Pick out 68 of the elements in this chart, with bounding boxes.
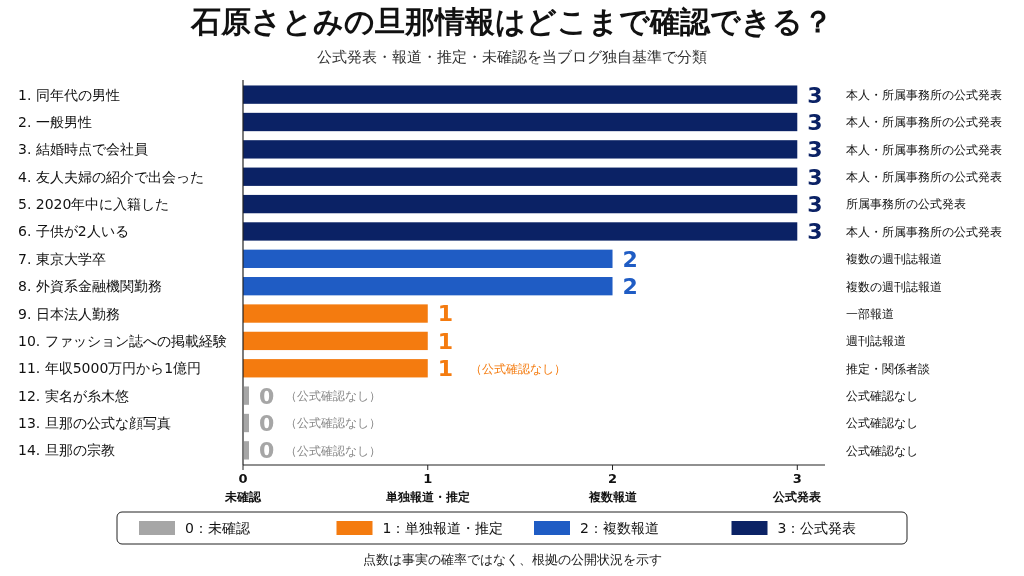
x-tick-label: 2 複数報道 — [587, 471, 638, 504]
y-tick-label: 8. 外資系金融機関勤務 — [18, 278, 162, 295]
data-label: 1 — [437, 356, 454, 382]
bar — [243, 222, 798, 241]
y-tick-label: 6. 子供が2人いる — [18, 223, 129, 240]
text: 所属事務所の公式発表 — [846, 197, 966, 212]
data-label: 1 — [437, 301, 454, 327]
text: 週刊誌報道 — [846, 334, 906, 349]
chart-subtitle: 公式発表・報道・推定・未確認を当ブログ独自基準で分類 — [317, 48, 707, 66]
bar — [243, 277, 613, 296]
bar — [243, 194, 798, 214]
data-label: 3 — [807, 137, 823, 163]
annotation: （公式確認なし） — [285, 416, 381, 431]
data-label: 3 — [807, 219, 823, 245]
annotation: （公式確認なし） — [469, 361, 566, 376]
y-tick-label: 12. 実名が糸木悠 — [18, 387, 129, 404]
data-label: 3 — [807, 109, 823, 135]
bar — [243, 167, 798, 186]
data-label: 1 — [437, 328, 454, 354]
x-tick-label: 1 単独報道・推定 — [384, 471, 470, 504]
annotation: （公式確認なし） — [285, 388, 381, 403]
y-tick-label: 4. 友人夫婦の紹介で出会った — [18, 168, 204, 185]
bar — [243, 359, 428, 378]
x-tick-label: 3 公式発表 — [772, 471, 823, 504]
data-label: 3 — [807, 82, 823, 108]
bar — [243, 85, 798, 104]
text: 公式確認なし — [846, 416, 918, 431]
text: 本人・所属事務所の公式発表 — [846, 142, 1002, 157]
text: 公式確認なし — [846, 443, 918, 458]
legend-label: 2：複数報道 — [580, 520, 659, 537]
data-label: 0 — [259, 410, 275, 436]
y-tick-label: 11. 年収5000万円から1億円 — [18, 360, 202, 377]
y-tick-label: 14. 旦那の宗教 — [18, 442, 115, 459]
y-tick-label: 13. 旦那の公式な顔写真 — [18, 415, 171, 432]
data-label: 2 — [622, 246, 638, 272]
bar — [243, 112, 798, 132]
y-tick-label: 5. 2020年中に入籍した — [18, 196, 170, 213]
y-tick-label: 9. 日本法人勤務 — [18, 305, 120, 322]
text: 本人・所属事務所の公式発表 — [846, 115, 1002, 130]
text: 本人・所属事務所の公式発表 — [846, 170, 1002, 185]
x-tick-label: 0 未確認 — [224, 471, 262, 504]
y-tick-label: 1. 同年代の男性 — [18, 86, 120, 103]
legend-label: 1：単独報道・推定 — [382, 520, 504, 537]
text: 一部報道 — [846, 306, 894, 321]
data-label: 2 — [622, 274, 638, 300]
y-tick-label: 7. 東京大学卒 — [18, 250, 106, 267]
bar — [243, 331, 428, 351]
text: 公式確認なし — [846, 388, 918, 403]
text: 本人・所属事務所の公式発表 — [846, 87, 1002, 102]
legend-label: 0：未確認 — [185, 520, 250, 537]
data-label: 0 — [259, 438, 275, 464]
y-tick-label: 3. 結婚時点で会社員 — [18, 141, 148, 158]
text: 本人・所属事務所の公式発表 — [846, 224, 1002, 239]
text: 点数は事実の確率ではなく、根拠の公開状況を示す — [362, 552, 662, 567]
bar — [243, 140, 798, 159]
legend-label: 3：公式発表 — [777, 520, 857, 537]
y-tick-label: 2. 一般男性 — [18, 114, 92, 131]
data-label: 3 — [807, 192, 823, 218]
y-tick-label: 10. ファッション誌への掲載経験 — [18, 332, 227, 349]
text: 複数の週刊誌報道 — [846, 252, 942, 267]
annotation: （公式確認なし） — [285, 443, 381, 458]
data-label: 3 — [807, 164, 823, 190]
data-label: 0 — [259, 383, 275, 409]
text: 複数の週刊誌報道 — [846, 279, 942, 294]
bar — [243, 249, 613, 268]
text: 推定・関係者談 — [846, 361, 930, 376]
bar — [243, 304, 428, 323]
chart-title: 石原さとみの旦那情報はどこまで確認できる？ — [190, 4, 833, 39]
